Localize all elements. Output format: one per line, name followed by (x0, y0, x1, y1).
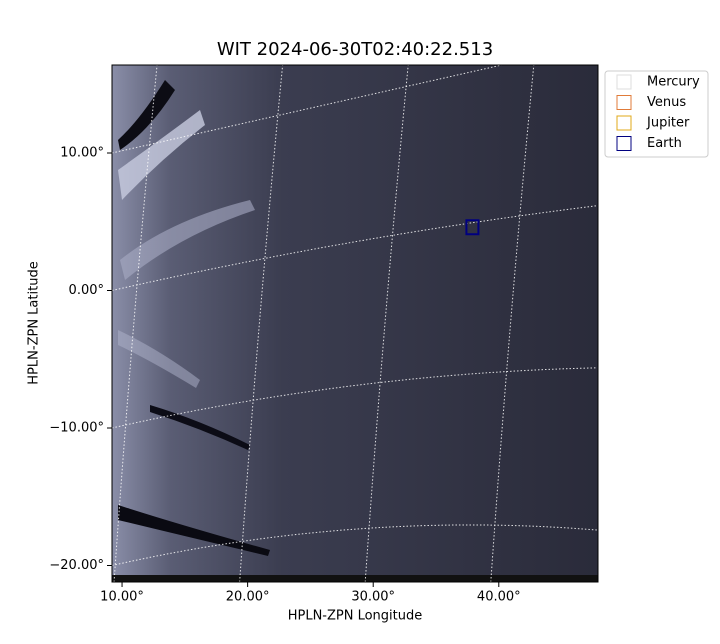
legend-swatch (616, 136, 632, 151)
grid-line (490, 64, 535, 583)
x-tick-label: 40.00° (477, 590, 521, 605)
legend-swatch (616, 95, 632, 110)
grid-line (239, 64, 284, 583)
grid-line (364, 64, 409, 583)
legend-swatch (616, 74, 632, 90)
legend-label: Mercury (647, 75, 700, 90)
grid-line (113, 64, 158, 583)
legend-label: Earth (647, 136, 682, 151)
legend (604, 70, 709, 158)
x-tick-label: 10.00° (100, 590, 144, 605)
body-marker (465, 219, 480, 236)
y-tick-label: 0.00° (69, 283, 104, 298)
y-tick-label: −20.00° (49, 558, 104, 573)
chart-title: WIT 2024-06-30T02:40:22.513 (217, 39, 493, 60)
grid-line (111, 367, 599, 429)
legend-label: Jupiter (646, 116, 690, 131)
x-tick-label: 20.00° (226, 590, 270, 605)
legend-swatch (616, 115, 632, 131)
plot-frame (111, 64, 599, 583)
y-tick-label: 10.00° (60, 146, 104, 161)
legend-label: Venus (647, 95, 686, 110)
image (112, 65, 598, 582)
grid-line (111, 42, 599, 154)
y-axis-label: HPLN-ZPN Latitude (27, 261, 42, 384)
y-tick-label: −10.00° (49, 421, 104, 436)
grid-line (111, 524, 599, 566)
x-axis-label: HPLN-ZPN Longitude (288, 609, 423, 624)
x-tick-label: 30.00° (351, 590, 395, 605)
